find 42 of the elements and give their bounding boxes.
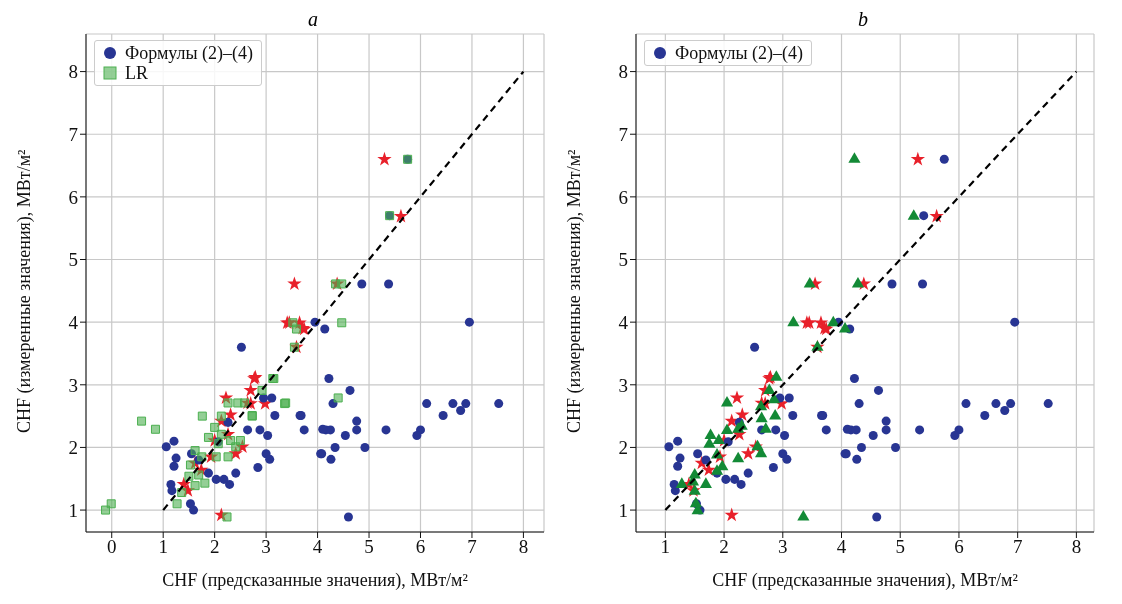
y-tick-label: 2 bbox=[618, 437, 628, 459]
y-tick-label: 4 bbox=[68, 311, 79, 333]
x-tick-label: 6 bbox=[415, 536, 426, 558]
x-tick-label: 0 bbox=[106, 536, 117, 558]
x-axis-title: CHF (предсказанные значения), МВт/м² bbox=[712, 570, 1018, 591]
x-tick-label: 3 bbox=[778, 536, 788, 558]
x-tick-label: 2 bbox=[209, 536, 220, 558]
y-tick-label: 7 bbox=[68, 123, 78, 145]
x-tick-label: 8 bbox=[518, 536, 529, 558]
y-tick-label: 3 bbox=[618, 374, 628, 396]
y-tick-label: 3 bbox=[68, 374, 78, 396]
y-tick-label: 1 bbox=[618, 499, 628, 521]
y-tick-label: 1 bbox=[68, 499, 78, 521]
x-tick-label: 1 bbox=[158, 536, 168, 558]
chart-title: b bbox=[857, 8, 869, 30]
x-tick-label: 6 bbox=[954, 536, 964, 558]
y-tick-label: 6 bbox=[618, 186, 628, 208]
x-tick-label: 7 bbox=[1012, 536, 1023, 558]
legend-label: Формулы (2)–(4) bbox=[675, 43, 804, 63]
x-tick-label: 1 bbox=[660, 536, 671, 558]
y-axis-title: CHF (измеренные значения), МВт/м² bbox=[564, 149, 586, 433]
x-tick-label: 2 bbox=[719, 536, 729, 558]
x-tick-label: 5 bbox=[895, 536, 905, 558]
legend-label: Формулы (2)–(4) bbox=[125, 43, 254, 63]
legend-label: LR bbox=[125, 63, 149, 83]
y-tick-label: 4 bbox=[618, 311, 629, 333]
x-tick-label: 7 bbox=[467, 536, 477, 558]
y-tick-label: 6 bbox=[68, 186, 78, 208]
y-tick-label: 5 bbox=[618, 249, 628, 271]
x-axis-title: CHF (предсказанные значения), МВт/м² bbox=[162, 570, 468, 591]
y-tick-label: 8 bbox=[618, 61, 628, 83]
y-tick-label: 2 bbox=[68, 437, 78, 459]
x-tick-label: 8 bbox=[1071, 536, 1082, 558]
y-tick-label: 5 bbox=[68, 249, 78, 271]
y-tick-label: 8 bbox=[68, 61, 78, 83]
chart-title: a bbox=[307, 8, 319, 30]
x-tick-label: 5 bbox=[364, 536, 374, 558]
y-tick-label: 7 bbox=[618, 123, 628, 145]
x-tick-label: 3 bbox=[261, 536, 271, 558]
x-tick-label: 4 bbox=[312, 536, 323, 558]
y-axis-title: CHF (измеренные значения), МВт/м² bbox=[14, 149, 36, 433]
x-tick-label: 4 bbox=[836, 536, 847, 558]
